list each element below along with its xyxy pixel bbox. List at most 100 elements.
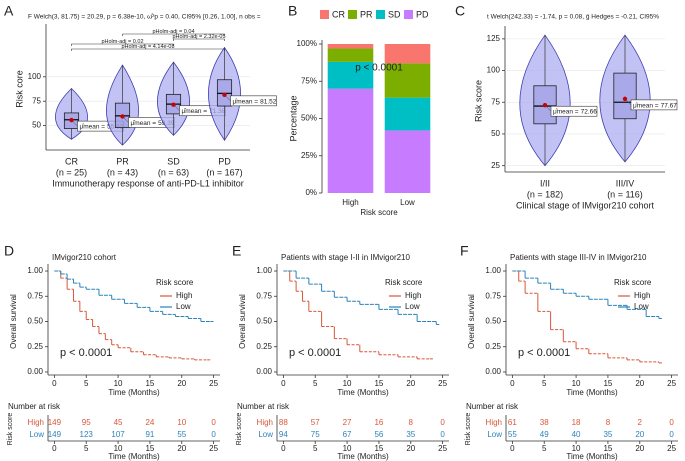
- risk-count: 0: [440, 418, 445, 427]
- mean-label: μ̂mean = 81.52: [233, 98, 277, 105]
- risk-count: 57: [311, 418, 320, 427]
- x-tick-label: PD: [218, 156, 231, 166]
- bar-segment: [384, 130, 431, 193]
- comparison-label: pHolm-adj = 0.04: [152, 29, 194, 35]
- risk-count: 88: [279, 418, 288, 427]
- x-tick-label: 0: [281, 379, 286, 388]
- risk-count: 67: [343, 430, 352, 439]
- risk-count: 38: [540, 418, 549, 427]
- x-tick-label: 15: [603, 379, 612, 388]
- risk-count: 45: [114, 418, 123, 427]
- legend-label: PD: [416, 9, 429, 19]
- p-value: p < 0.0001: [518, 347, 570, 359]
- y-tick-label: 1.00: [27, 266, 43, 275]
- legend-label: High: [405, 291, 421, 300]
- x-tick-label: 20: [177, 444, 186, 453]
- x-tick-label: 15: [145, 444, 154, 453]
- x-tick-label: 10: [572, 379, 581, 388]
- x-tick-label: 10: [343, 444, 352, 453]
- risk-count: 8: [606, 418, 611, 427]
- legend-swatch: [348, 10, 357, 19]
- bar-segment: [384, 44, 431, 64]
- y-tick-label: 75: [491, 97, 500, 106]
- risk-table-x-label: Time (Months): [337, 452, 389, 461]
- annotation: t Welch(242.33) = -1.74, p = 0.08, ĝ Hed…: [487, 14, 659, 21]
- y-tick-label: 0.75: [485, 291, 501, 300]
- x-tick-label: 10: [572, 444, 581, 453]
- y-axis-label: Overall survival: [467, 294, 476, 349]
- n-label: (n = 182): [527, 189, 563, 199]
- x-tick-label: 5: [542, 444, 547, 453]
- n-label: (n = 116): [607, 189, 643, 199]
- chart-title: Patients with stage I-II in IMvigor210: [281, 253, 411, 262]
- legend-title: Risk score: [614, 278, 652, 287]
- risk-count: 0: [211, 418, 216, 427]
- mean-label-prefix: μ̂mean =: [80, 123, 106, 130]
- y-axis-label: Risk score: [473, 80, 483, 122]
- mean-label-box: [550, 105, 598, 117]
- legend-title: Risk score: [385, 278, 423, 287]
- risk-count: 8: [409, 418, 414, 427]
- risk-count: 24: [145, 418, 154, 427]
- x-axis-label: Time (Months): [108, 388, 160, 397]
- legend-swatch: [404, 10, 413, 19]
- n-label: (n = 63): [158, 167, 189, 177]
- risk-count: 75: [311, 430, 320, 439]
- mean-label-value: 81.52: [260, 98, 277, 105]
- risk-count: 94: [279, 430, 288, 439]
- comparison-bracket: [71, 43, 174, 46]
- x-axis-label: Immunotherapy response of anti-PD-L1 inh…: [52, 178, 244, 188]
- y-tick-label: 0.75: [27, 291, 43, 300]
- legend-title: Risk score: [156, 278, 194, 287]
- x-tick-label: 20: [406, 379, 415, 388]
- risk-row-name: Low: [487, 430, 502, 439]
- y-tick-label: 100%: [297, 39, 317, 48]
- x-tick-label: I/II: [540, 178, 550, 188]
- mean-leader: [71, 119, 78, 127]
- comparison-bracket: [122, 33, 225, 36]
- mean-label-value: 72.66: [581, 108, 598, 115]
- risk-count: 95: [82, 418, 91, 427]
- bar-segment: [327, 48, 374, 62]
- x-tick-label: 10: [343, 379, 352, 388]
- x-tick-label: 5: [313, 444, 318, 453]
- box: [613, 72, 637, 120]
- x-tick-label: 0: [52, 444, 57, 453]
- risk-count: 2: [638, 418, 643, 427]
- panel-letter: E: [232, 243, 241, 259]
- x-tick-label: 0: [510, 444, 515, 453]
- x-tick-label: 25: [438, 379, 447, 388]
- risk-count: 0: [669, 418, 674, 427]
- y-tick-label: 125: [487, 34, 501, 43]
- p-value: p < 0.0001: [289, 347, 341, 359]
- risk-row-name: Low: [29, 430, 44, 439]
- x-tick-label: 5: [84, 444, 89, 453]
- risk-table-title: Number at risk: [8, 402, 61, 411]
- risk-row-name: High: [28, 418, 44, 427]
- y-axis-label: Overall survival: [238, 294, 247, 349]
- mean-label: μ̂mean = 72.66: [553, 108, 597, 115]
- risk-count: 61: [508, 418, 517, 427]
- mean-leader: [224, 94, 231, 102]
- risk-table-x-label: Time (Months): [566, 452, 618, 461]
- chart-title: p < 0.0001: [355, 63, 403, 74]
- mean-leader: [122, 116, 129, 123]
- y-tick-label: 50: [491, 129, 500, 138]
- mean-label: μ̂mean = 77.67: [633, 102, 677, 109]
- mean-label-box: [230, 95, 277, 107]
- x-tick-label: 20: [406, 444, 415, 453]
- y-axis-label: Overall survival: [9, 294, 18, 349]
- y-tick-label: 1.00: [256, 266, 272, 275]
- risk-count: 123: [80, 430, 94, 439]
- y-tick-label: 50: [32, 121, 41, 130]
- legend-swatch: [376, 10, 385, 19]
- risk-table-title: Number at risk: [466, 402, 519, 411]
- risk-count: 18: [572, 418, 581, 427]
- comparison-label: pHolm-adj = 0.02: [101, 39, 143, 45]
- y-tick-label: 0.00: [27, 367, 43, 376]
- y-tick-label: 25%: [301, 151, 317, 160]
- x-axis-label: Time (Months): [337, 388, 389, 397]
- p-value: p < 0.0001: [60, 347, 112, 359]
- x-tick-label: 25: [438, 444, 447, 453]
- risk-table-title: Number at risk: [237, 402, 290, 411]
